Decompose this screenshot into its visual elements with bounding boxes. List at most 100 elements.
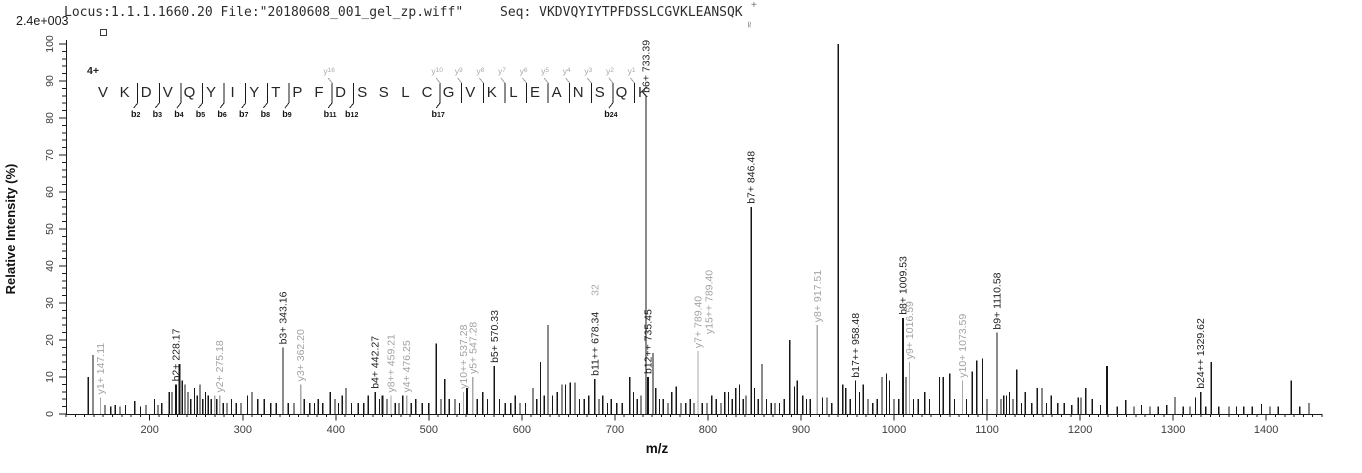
b-ion-label: b5 (196, 109, 206, 119)
svg-text:50: 50 (44, 223, 56, 235)
b-ion-label: b6 (217, 109, 227, 119)
peak-label: b5+ 570.33 (489, 310, 501, 363)
peak-label: y10+ 1073.59 (957, 314, 969, 378)
y-ion-label: y10 (431, 66, 443, 76)
residue-letter: V (465, 84, 475, 101)
residue-letter: S (357, 84, 367, 101)
b-ion-label: b4 (174, 109, 184, 119)
residue-letter: K (487, 84, 497, 101)
residue-letter: P (292, 84, 302, 101)
sequence-header-label: Seq: VKDVQYIYTPFDSSLCGVKLEANSQK (500, 5, 743, 20)
residue-letter: D (335, 84, 346, 101)
b-ion-label: b11 (324, 109, 337, 119)
peak-label: y4+ 476.25 (401, 340, 413, 392)
svg-text:80: 80 (44, 112, 56, 124)
plot-corner-handle[interactable] (100, 29, 107, 36)
peak-label: y1+ 147.11 (95, 343, 107, 395)
peaks (87, 44, 1310, 414)
b-ion-label: b7 (239, 109, 249, 119)
peak-label: b12++ 735.45 (642, 309, 654, 374)
residue-letter: F (314, 84, 323, 101)
residue-letter: C (422, 84, 433, 101)
y-ion-label: y9 (455, 66, 463, 76)
residue-letter: L (509, 84, 517, 101)
peak-label: b2+ 228.17 (170, 328, 182, 381)
y-ion-label: y5 (541, 66, 549, 76)
svg-text:20: 20 (44, 334, 56, 346)
b-ion-label: b3 (153, 109, 163, 119)
svg-text:200: 200 (141, 424, 159, 436)
peak-label: y15++ 789.40 (704, 270, 716, 334)
svg-text:90: 90 (44, 75, 56, 87)
peak-label: 32 (589, 284, 601, 296)
residue-letter: Y (206, 84, 216, 101)
peak-label: y9+ 1016.59 (904, 301, 916, 359)
peak-label: b11++ 678.34 (589, 312, 601, 376)
residue-letter: V (98, 84, 108, 101)
peak-label: y8++ 459.21 (385, 334, 397, 393)
residue-letter: S (379, 84, 389, 101)
svg-text:100: 100 (44, 35, 56, 53)
peak-label: b6+ 733.39 (640, 40, 652, 93)
peak-label: b9+ 1110.58 (991, 272, 1003, 329)
residue-letter: K (120, 84, 130, 101)
locus-file-label: Locus:1.1.1.1660.20 File:"20180608_001_g… (64, 5, 464, 20)
residue-letter: L (401, 84, 409, 101)
b-ion-label: b2 (131, 109, 141, 119)
y-ion-label: y7 (498, 66, 506, 76)
intensity-scale-label: 2.4e+003 (16, 14, 69, 28)
svg-text:Relative Intensity (%): Relative Intensity (%) (3, 164, 18, 295)
peak-label: b4+ 442.27 (370, 336, 382, 389)
svg-text:1400: 1400 (1254, 424, 1278, 436)
peak-label: b3+ 343.16 (277, 291, 289, 344)
residue-letter: I (231, 84, 235, 101)
svg-text:m/z: m/z (646, 441, 669, 456)
svg-text:1200: 1200 (1068, 424, 1092, 436)
residue-letter: E (530, 84, 540, 101)
b-ion-label: b8 (261, 109, 271, 119)
svg-text:900: 900 (792, 424, 810, 436)
peak-label: y10++ 537.28 (458, 324, 470, 388)
svg-text:4+: 4+ (87, 65, 99, 77)
residue-letter: D (141, 84, 152, 101)
residue-letter: T (271, 84, 280, 101)
peak-label: y2+ 275.18 (214, 340, 226, 392)
svg-text:1100: 1100 (975, 424, 999, 436)
svg-text:10: 10 (44, 371, 56, 383)
peak-label: y8+ 917.51 (812, 270, 824, 322)
svg-text:40: 40 (44, 260, 56, 272)
svg-text:400: 400 (327, 424, 345, 436)
svg-text:600: 600 (513, 424, 531, 436)
residue-letter: A (552, 84, 562, 101)
residue-letter: G (443, 84, 455, 101)
residue-letter: Q (184, 84, 196, 101)
residue-letter: V (163, 84, 173, 101)
b-ion-label: b12 (345, 109, 358, 119)
y-ion-label: y3 (584, 66, 592, 76)
peak-label: b17++ 958.48 (850, 313, 862, 378)
peak-label: y5+ 547.28 (467, 322, 479, 374)
residue-letter: Y (249, 84, 259, 101)
axes: 200 300 400 500 600 700 800 900 1000 1100 1200 1300… (3, 35, 1323, 456)
peak-labels: y1+ 147.11 b2+ 228.17 y2+ 275.18 b3+ 343.16… (95, 40, 1207, 395)
peak-label: b7+ 846.48 (746, 151, 758, 204)
svg-text:60: 60 (44, 186, 56, 198)
svg-text:1300: 1300 (1161, 424, 1185, 436)
peak-label: y3+ 362.20 (295, 329, 307, 381)
svg-text:700: 700 (606, 424, 624, 436)
svg-text:1000: 1000 (882, 424, 906, 436)
y-ion-label: y4 (563, 66, 571, 76)
svg-text:0: 0 (44, 411, 56, 417)
residue-letter: Q (616, 84, 628, 101)
peak-label: b8+ 1009.53 (897, 256, 909, 315)
peak-label: b24++ 1329.62 (1195, 318, 1207, 389)
peak-label: y7+ 789.40 (693, 296, 705, 348)
b-ion-label: b9 (282, 109, 292, 119)
y-ion-label: y16 (323, 66, 335, 76)
residue-letter: K (638, 84, 648, 101)
residue-letter: N (573, 84, 584, 101)
precursor-charge-mark: + (751, 0, 757, 11)
svg-text:500: 500 (420, 424, 438, 436)
